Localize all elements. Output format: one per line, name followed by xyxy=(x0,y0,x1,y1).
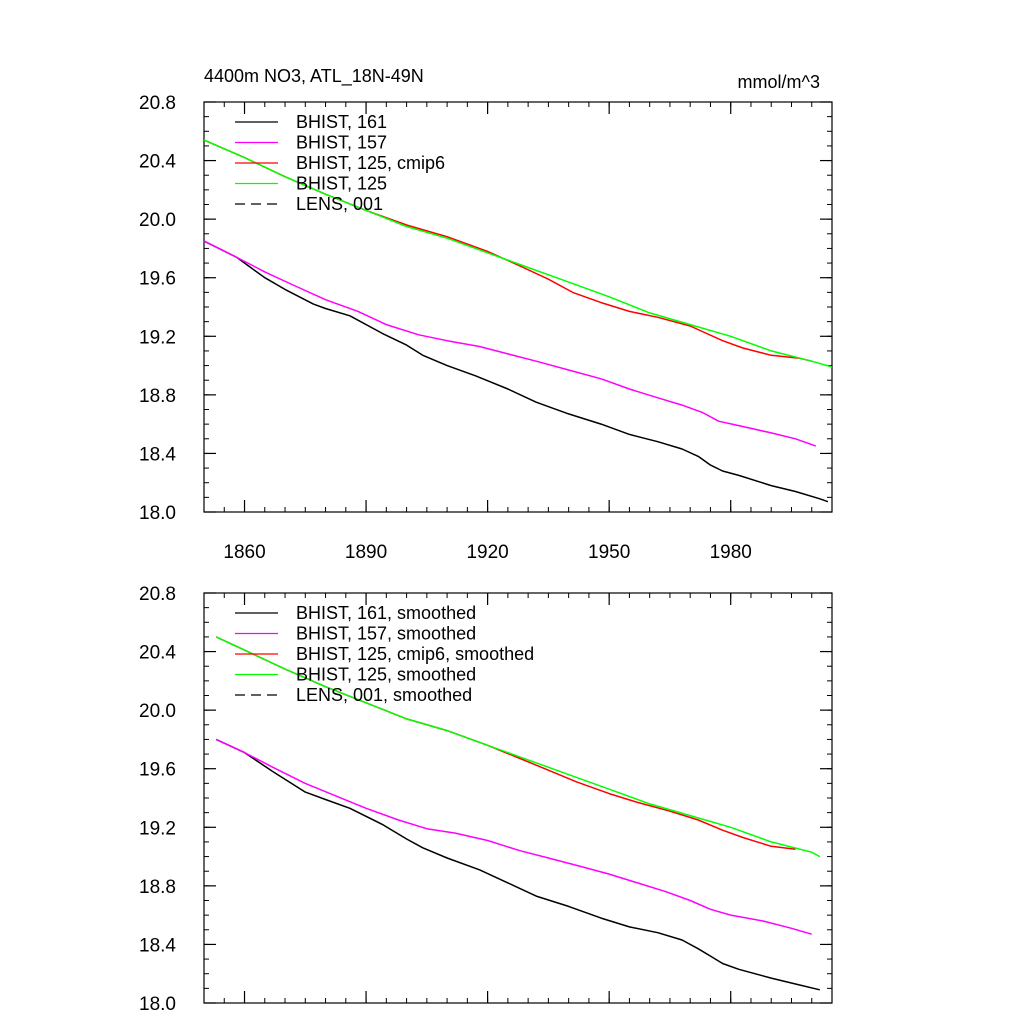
y-tick-label: 18.8 xyxy=(139,386,176,407)
legend-label: BHIST, 125, cmip6, smoothed xyxy=(296,644,534,664)
chart-title: 4400m NO3, ATL_18N-49N xyxy=(204,66,424,87)
y-tick-label: 20.8 xyxy=(139,584,176,605)
y-tick-label: 20.8 xyxy=(139,93,176,114)
x-tick-label: 1920 xyxy=(466,542,508,563)
x-tick-label: 1860 xyxy=(223,542,265,563)
x-tick-label: 1980 xyxy=(710,542,752,563)
y-tick-label: 20.0 xyxy=(139,210,176,231)
legend-label: BHIST, 157, smoothed xyxy=(296,624,476,644)
y-tick-label: 18.8 xyxy=(139,877,176,898)
y-tick-label: 19.2 xyxy=(139,327,176,348)
legend-label: BHIST, 125 xyxy=(296,174,387,194)
y-tick-label: 18.4 xyxy=(139,935,176,956)
legend-label: BHIST, 161 xyxy=(296,112,387,132)
chart-units: mmol/m^3 xyxy=(738,72,820,92)
x-tick-label: 1950 xyxy=(588,542,630,563)
y-tick-label: 20.4 xyxy=(139,643,176,664)
legend-label: LENS, 001 xyxy=(296,194,383,214)
series-line xyxy=(203,240,829,503)
panel-bottom: 18.0 18.4 18.8 19.2 19.6 20.0 20.4 20.8 BHIST, 1… xyxy=(139,584,833,1015)
y-tick-label: 18.0 xyxy=(139,503,176,524)
legend-label: BHIST, 125, cmip6 xyxy=(296,153,445,173)
x-tick-label: 1890 xyxy=(345,542,387,563)
series-line xyxy=(203,240,817,447)
y-tick-label: 19.6 xyxy=(139,760,176,781)
y-tick-label: 18.4 xyxy=(139,444,176,465)
legend-label: BHIST, 161, smoothed xyxy=(296,603,476,623)
y-tick-label: 20.4 xyxy=(139,152,176,173)
legend-label: BHIST, 157 xyxy=(296,133,387,153)
y-tick-label: 18.0 xyxy=(139,994,176,1015)
series-line xyxy=(215,738,820,991)
series-line xyxy=(215,738,812,935)
y-tick-label: 20.0 xyxy=(139,701,176,722)
y-tick-label: 19.6 xyxy=(139,269,176,290)
y-tick-label: 19.2 xyxy=(139,818,176,839)
panel-top: 1860 1890 1920 1950 1980 18.0 18.4 18.8 19.2 19.6… xyxy=(139,93,833,563)
legend-label: LENS, 001, smoothed xyxy=(296,685,472,705)
series-line xyxy=(215,636,821,858)
legend-label: BHIST, 125, smoothed xyxy=(296,665,476,685)
series-line xyxy=(203,139,833,368)
